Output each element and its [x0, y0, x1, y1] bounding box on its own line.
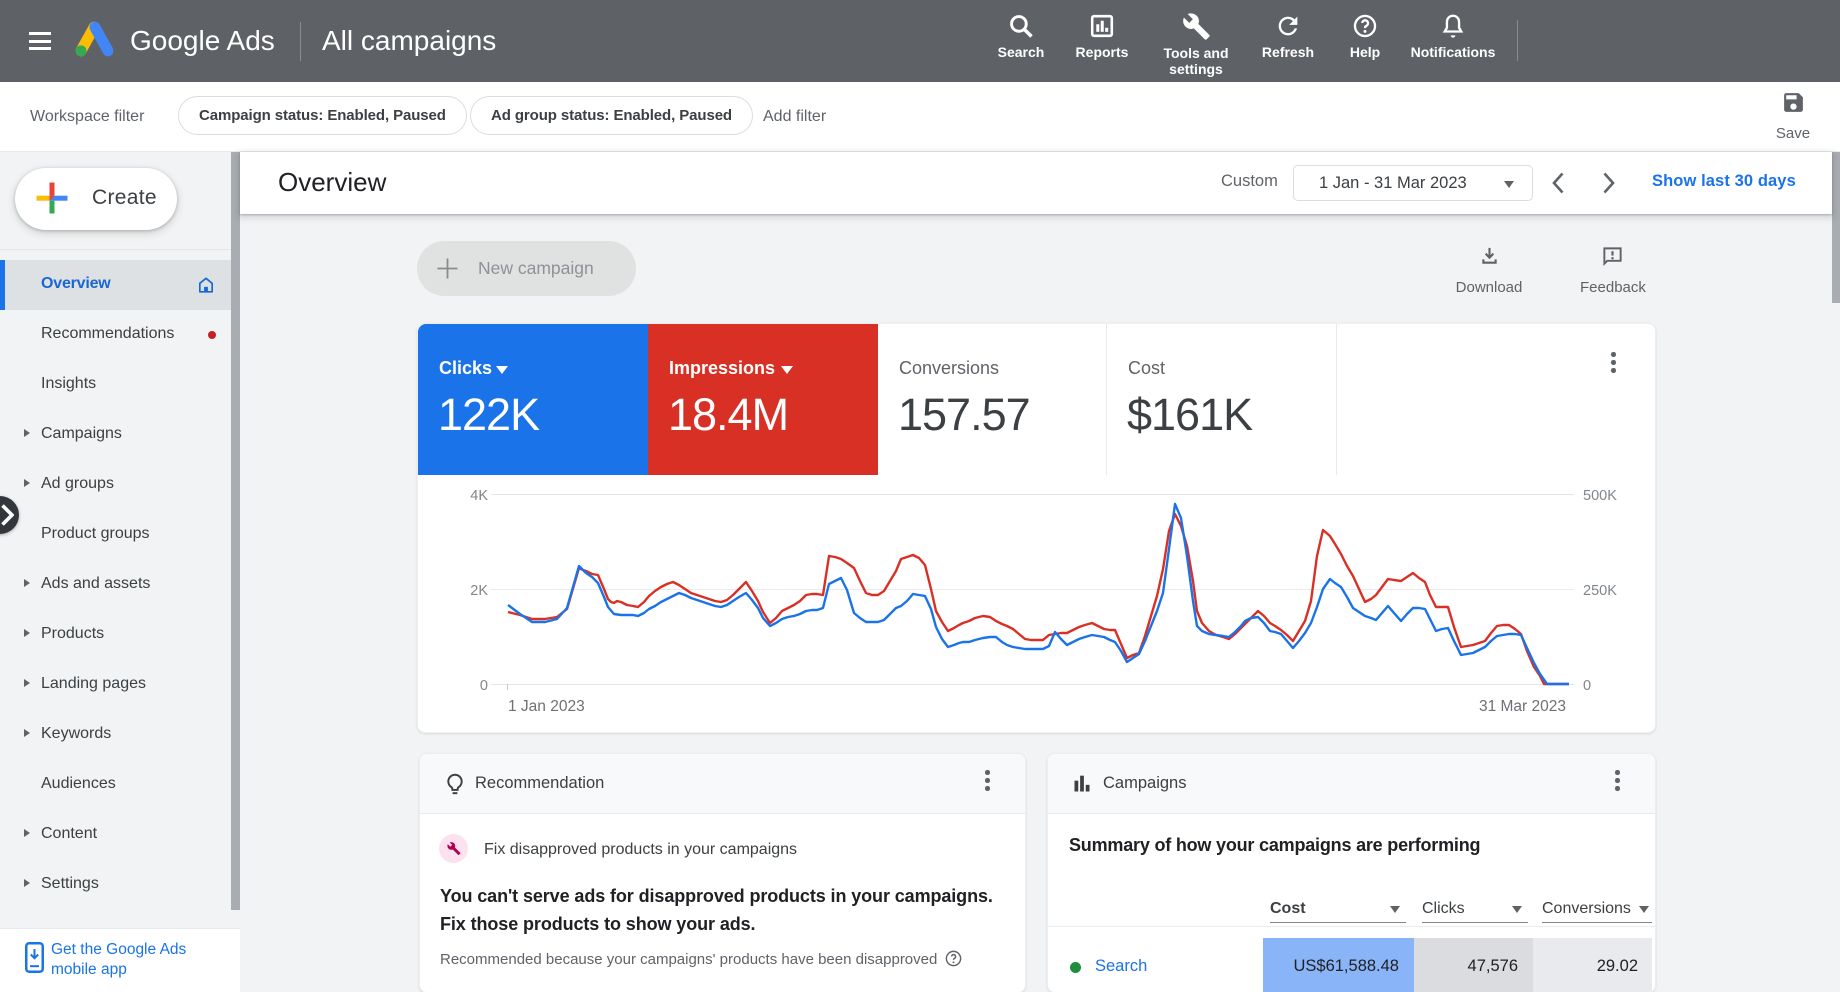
svg-text:0: 0: [1583, 678, 1591, 694]
svg-text:1 Jan 2023: 1 Jan 2023: [508, 698, 585, 715]
svg-text:31 Mar 2023: 31 Mar 2023: [1479, 698, 1566, 715]
svg-text:500K: 500K: [1583, 488, 1617, 504]
svg-text:0: 0: [480, 678, 488, 694]
svg-text:4K: 4K: [470, 488, 488, 504]
svg-text:2K: 2K: [470, 583, 488, 599]
svg-text:250K: 250K: [1583, 583, 1617, 599]
